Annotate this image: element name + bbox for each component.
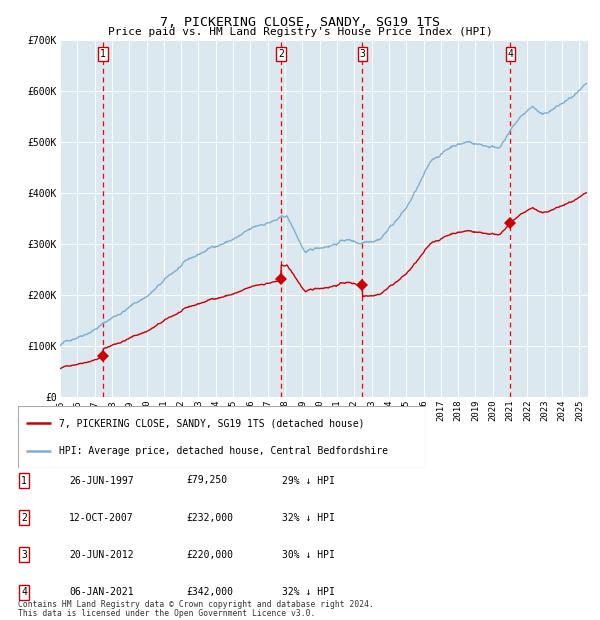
Text: 4: 4 <box>21 587 27 597</box>
Text: This data is licensed under the Open Government Licence v3.0.: This data is licensed under the Open Gov… <box>18 608 316 618</box>
Text: 1: 1 <box>100 49 106 60</box>
Text: £342,000: £342,000 <box>186 587 233 597</box>
Text: 20-JUN-2012: 20-JUN-2012 <box>69 550 134 560</box>
Text: 7, PICKERING CLOSE, SANDY, SG19 1TS: 7, PICKERING CLOSE, SANDY, SG19 1TS <box>160 16 440 29</box>
Text: 4: 4 <box>508 49 514 60</box>
Text: £79,250: £79,250 <box>186 476 227 485</box>
Text: 32% ↓ HPI: 32% ↓ HPI <box>282 513 335 523</box>
Text: 1: 1 <box>21 476 27 485</box>
Text: 29% ↓ HPI: 29% ↓ HPI <box>282 476 335 485</box>
Text: 32% ↓ HPI: 32% ↓ HPI <box>282 587 335 597</box>
Text: 3: 3 <box>359 49 365 60</box>
Text: £232,000: £232,000 <box>186 513 233 523</box>
Text: Contains HM Land Registry data © Crown copyright and database right 2024.: Contains HM Land Registry data © Crown c… <box>18 600 374 609</box>
Text: £220,000: £220,000 <box>186 550 233 560</box>
Text: 12-OCT-2007: 12-OCT-2007 <box>69 513 134 523</box>
Text: 30% ↓ HPI: 30% ↓ HPI <box>282 550 335 560</box>
Text: HPI: Average price, detached house, Central Bedfordshire: HPI: Average price, detached house, Cent… <box>59 446 388 456</box>
Text: 3: 3 <box>21 550 27 560</box>
Text: 7, PICKERING CLOSE, SANDY, SG19 1TS (detached house): 7, PICKERING CLOSE, SANDY, SG19 1TS (det… <box>59 418 364 428</box>
FancyBboxPatch shape <box>18 406 426 468</box>
Text: Price paid vs. HM Land Registry's House Price Index (HPI): Price paid vs. HM Land Registry's House … <box>107 27 493 37</box>
Text: 26-JUN-1997: 26-JUN-1997 <box>69 476 134 485</box>
Text: 2: 2 <box>278 49 284 60</box>
Text: 06-JAN-2021: 06-JAN-2021 <box>69 587 134 597</box>
Text: 2: 2 <box>21 513 27 523</box>
